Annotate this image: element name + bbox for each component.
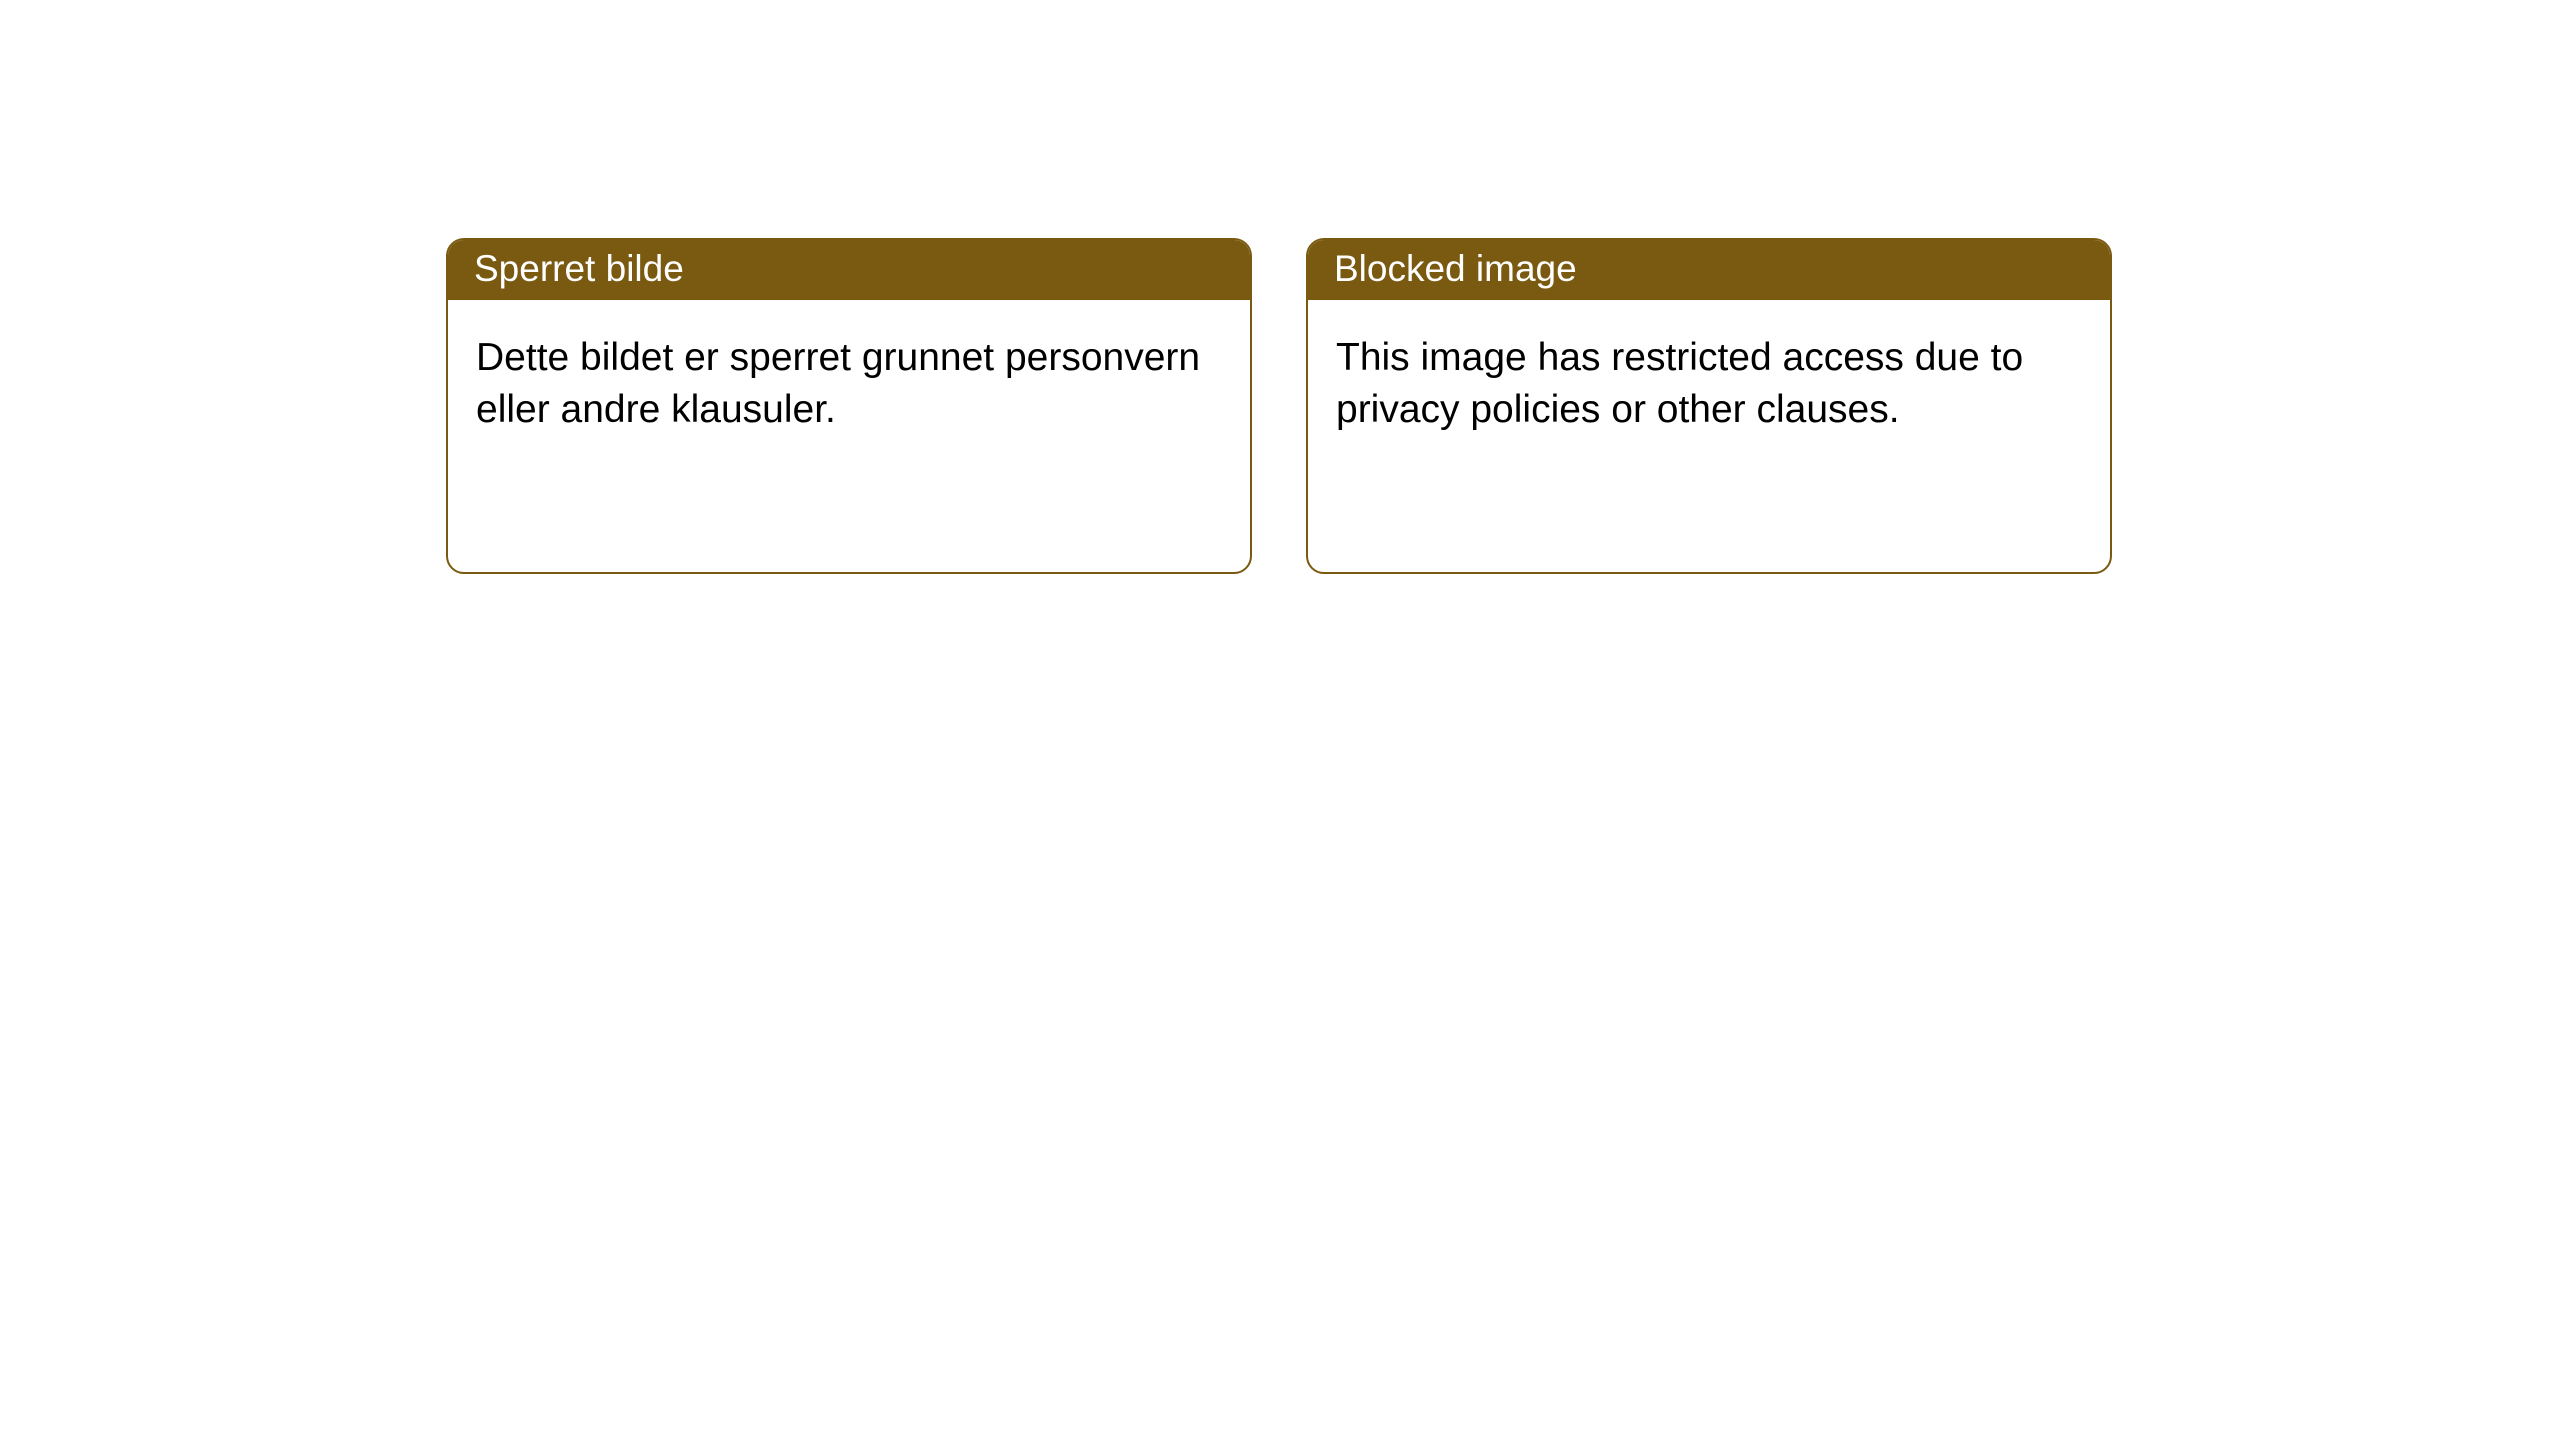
notice-card-text: Dette bildet er sperret grunnet personve… [476,336,1200,431]
notice-card-english: Blocked image This image has restricted … [1306,238,2112,574]
notice-card-header: Blocked image [1308,240,2110,300]
notice-card-title: Blocked image [1334,248,1577,289]
notice-card-header: Sperret bilde [448,240,1250,300]
notice-cards-container: Sperret bilde Dette bildet er sperret gr… [0,0,2560,574]
notice-card-body: Dette bildet er sperret grunnet personve… [448,300,1250,468]
notice-card-body: This image has restricted access due to … [1308,300,2110,468]
notice-card-norwegian: Sperret bilde Dette bildet er sperret gr… [446,238,1252,574]
notice-card-text: This image has restricted access due to … [1336,336,2023,431]
notice-card-title: Sperret bilde [474,248,684,289]
